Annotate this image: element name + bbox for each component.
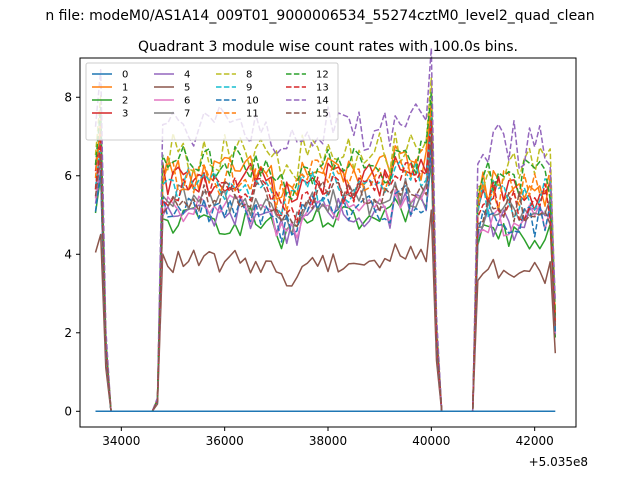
y-axis: 0 2 4 6 8 — [64, 90, 80, 418]
legend-label-9: 9 — [246, 83, 252, 94]
legend-label-14: 14 — [316, 96, 329, 107]
series-line-11 — [94, 106, 557, 413]
x-axis: 34000 36000 38000 40000 42000 — [102, 427, 554, 448]
legend-label-13: 13 — [316, 83, 329, 94]
series-line-7 — [94, 135, 557, 413]
legend-label-4: 4 — [184, 70, 190, 81]
series-line-13 — [94, 121, 557, 413]
legend-label-8: 8 — [246, 70, 252, 81]
y-tick-label: 4 — [64, 247, 72, 261]
x-tick-label: 38000 — [309, 434, 347, 448]
y-tick-label: 2 — [64, 326, 72, 340]
legend-label-5: 5 — [184, 83, 190, 94]
series-line-1 — [94, 101, 557, 413]
legend-label-3: 3 — [122, 109, 128, 120]
legend-label-6: 6 — [184, 96, 190, 107]
y-tick-label: 8 — [64, 90, 72, 104]
legend-label-15: 15 — [316, 109, 329, 120]
legend-label-10: 10 — [246, 96, 259, 107]
series-line-5 — [94, 209, 557, 413]
x-offset-label: +5.035e8 — [529, 455, 588, 469]
legend-label-11: 11 — [246, 109, 259, 120]
y-tick-label: 6 — [64, 169, 72, 183]
series-layer — [94, 47, 557, 413]
legend-label-2: 2 — [122, 96, 128, 107]
series-line-6 — [94, 145, 557, 413]
chart-title: Quadrant 3 module wise count rates with … — [138, 39, 518, 55]
series-line-10 — [94, 145, 557, 413]
x-tick-label: 34000 — [102, 434, 140, 448]
series-line-15 — [94, 130, 557, 413]
legend-label-0: 0 — [122, 70, 128, 81]
series-line-2 — [94, 160, 557, 413]
legend-label-7: 7 — [184, 109, 190, 120]
legend-box — [85, 62, 339, 141]
legend-label-12: 12 — [316, 70, 329, 81]
x-tick-label: 40000 — [412, 434, 450, 448]
series-line-12 — [94, 91, 557, 413]
x-tick-label: 42000 — [516, 434, 554, 448]
figure-suptitle: n file: modeM0/AS1A14_009T01_9000006534_… — [45, 8, 594, 24]
series-line-9 — [94, 116, 557, 413]
legend-label-1: 1 — [122, 83, 128, 94]
x-tick-label: 36000 — [206, 434, 244, 448]
plot-area — [79, 47, 577, 428]
y-tick-label: 0 — [64, 404, 72, 418]
